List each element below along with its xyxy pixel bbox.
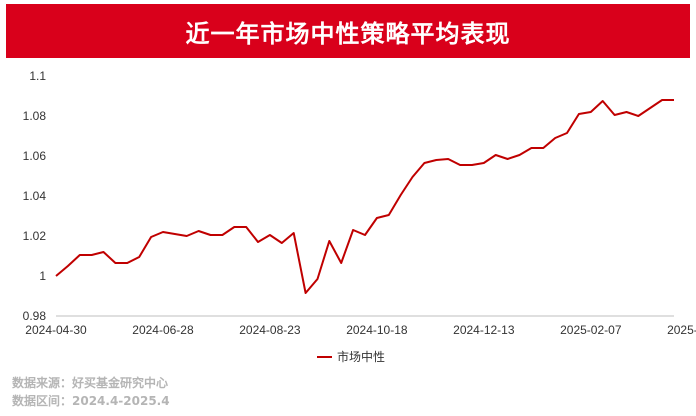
y-tick-label: 0.98 — [23, 309, 47, 323]
y-tick-label: 1 — [39, 269, 46, 283]
chart-title: 近一年市场中性策略平均表现 — [6, 4, 690, 58]
footer-source: 数据来源：好买基金研究中心 — [12, 376, 169, 390]
y-tick-label: 1.02 — [23, 229, 47, 243]
x-tick-label: 2024-12-13 — [453, 323, 515, 337]
y-tick-label: 1.1 — [29, 69, 46, 83]
footer-range: 数据区间：2024.4-2025.4 — [12, 394, 170, 408]
axes: 0.98 1 1.02 1.04 1.06 1.08 1.1 2024-04-30 2024-0… — [23, 69, 696, 337]
x-tick-label: 2024-06-28 — [132, 323, 194, 337]
series-line-market-neutral — [55, 99, 674, 294]
x-tick-label: 2024-10-18 — [346, 323, 408, 337]
legend: 市场中性 — [317, 349, 385, 364]
x-tick-label: 2024-08-23 — [239, 323, 301, 337]
x-tick-label: 2025-02-07 — [560, 323, 622, 337]
series-layer — [55, 99, 674, 294]
x-tick-label: 2025-04-03 — [667, 323, 696, 337]
legend-label: 市场中性 — [337, 349, 385, 364]
y-tick-label: 1.06 — [23, 149, 47, 163]
y-tick-label: 1.04 — [23, 189, 47, 203]
y-tick-label: 1.08 — [23, 109, 47, 123]
x-tick-label: 2024-04-30 — [25, 323, 87, 337]
